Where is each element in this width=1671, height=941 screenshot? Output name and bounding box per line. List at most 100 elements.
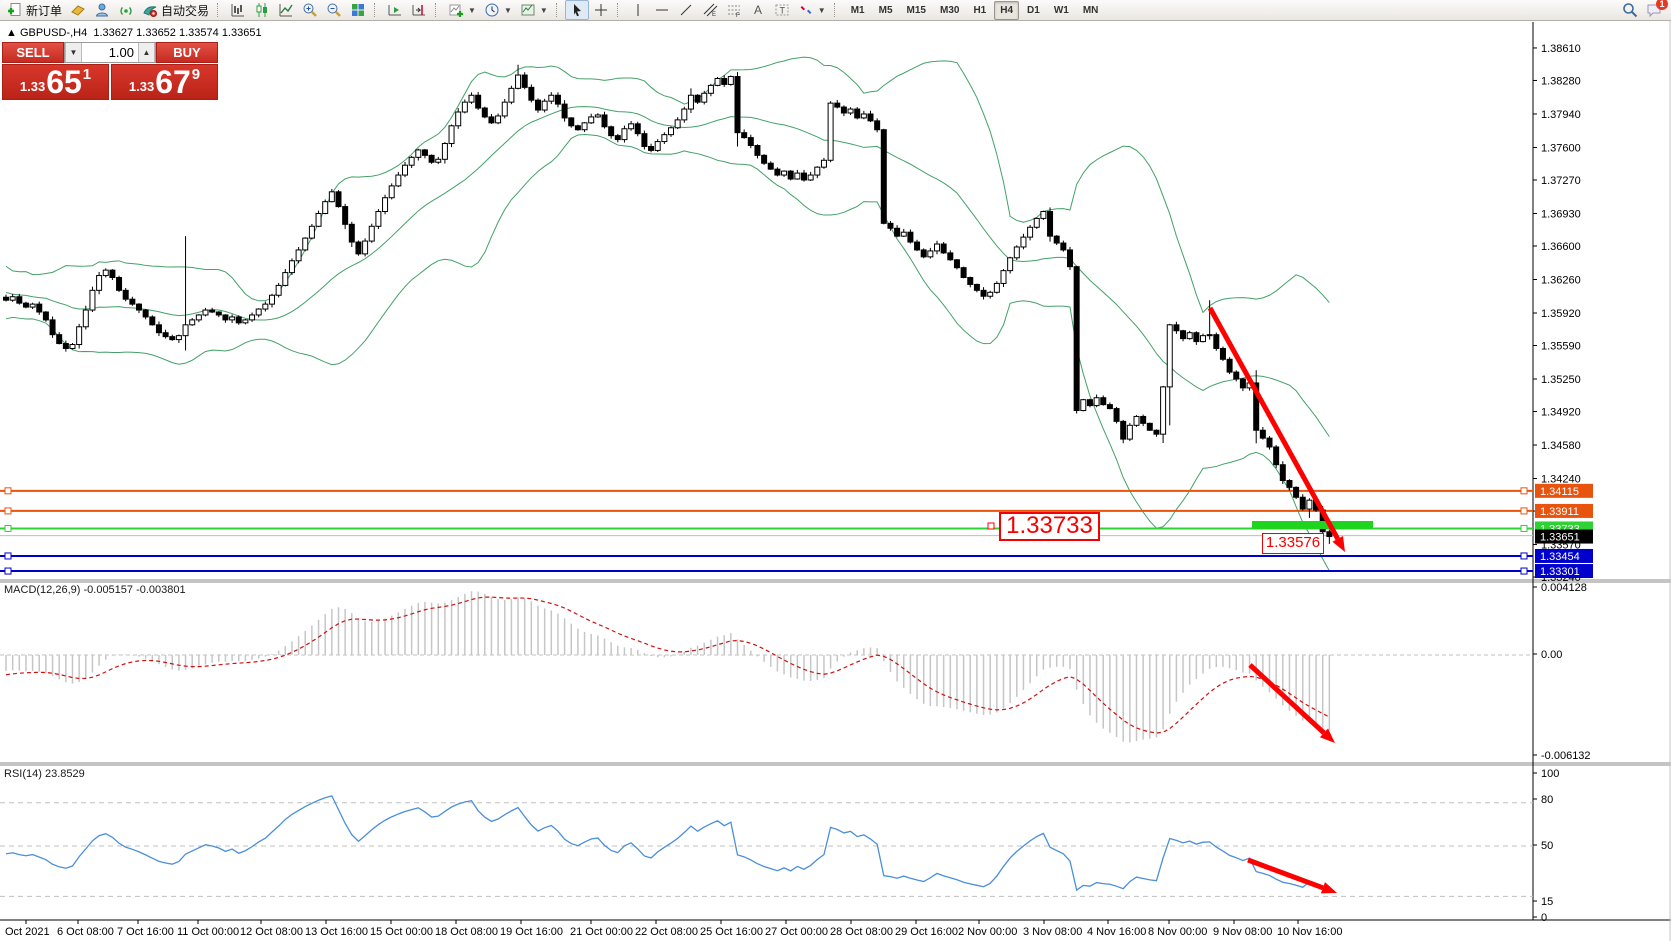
main-toolbar: 新订单 自动交易 xyxy=(0,0,1671,21)
timeframe-M5[interactable]: M5 xyxy=(878,4,893,16)
one-click-trading-widget: SELL ▼ 1.00 ▲ BUY 1.33 65 1 1.33 67 9 xyxy=(2,42,218,100)
new-order-button[interactable]: 新订单 xyxy=(3,0,66,20)
price-axis[interactable]: 1.38610 1.38280 1.37940 1.37600 1.37270 1.369… xyxy=(1533,43,1593,584)
auto-scroll-icon xyxy=(388,5,402,16)
svg-text:13 Oct 16:00: 13 Oct 16:00 xyxy=(305,926,368,938)
buy-button[interactable]: BUY xyxy=(156,42,218,63)
timeframe-H4[interactable]: H4 xyxy=(994,0,1020,20)
vertical-line-tool[interactable] xyxy=(626,0,650,20)
horizontal-line-icon xyxy=(655,9,668,11)
auto-scroll-button[interactable] xyxy=(383,0,407,20)
volume-field[interactable]: ▼ 1.00 ▲ xyxy=(64,42,156,63)
symbol-name: GBPUSD-,H4 xyxy=(19,27,88,39)
chevron-down-icon[interactable]: ▼ xyxy=(817,5,826,15)
bar-chart-icon xyxy=(231,4,245,17)
candles xyxy=(3,64,1333,544)
svg-text:50: 50 xyxy=(1541,840,1553,852)
toolbar-separator xyxy=(833,3,839,17)
ticket-icon xyxy=(71,5,85,16)
svg-text:1.33454: 1.33454 xyxy=(1540,551,1580,563)
svg-text:1.33301: 1.33301 xyxy=(1540,566,1580,578)
tile-windows-button[interactable] xyxy=(346,0,370,20)
svg-text:1.37600: 1.37600 xyxy=(1541,142,1581,154)
svg-text:1.33911: 1.33911 xyxy=(1540,506,1579,518)
zoom-in-button[interactable] xyxy=(298,0,322,20)
arrows-tool[interactable]: ▼ xyxy=(794,0,830,20)
signals-button[interactable] xyxy=(114,0,138,20)
volume-value: 1.00 xyxy=(108,45,134,60)
signals-icon xyxy=(120,7,132,15)
volume-up-button[interactable]: ▲ xyxy=(138,43,155,62)
svg-text:6 Oct 08:00: 6 Oct 08:00 xyxy=(57,926,114,938)
profile-button[interactable] xyxy=(90,0,114,20)
toolbar-separator xyxy=(555,3,561,17)
channel-tool[interactable]: E xyxy=(698,0,722,20)
notification-badge: 1 xyxy=(1656,0,1668,10)
rsi-label: RSI(14) 23.8529 xyxy=(4,768,85,780)
time-axis[interactable]: Oct 2021 6 Oct 08:00 7 Oct 16:00 11 Oct 00:… xyxy=(5,920,1342,938)
timeframe-MN[interactable]: MN xyxy=(1082,4,1099,16)
chevron-down-icon[interactable]: ▼ xyxy=(503,5,512,15)
svg-text:22 Oct 08:00: 22 Oct 08:00 xyxy=(635,926,698,938)
timeframe-H1[interactable]: H1 xyxy=(973,4,987,16)
profile-icon xyxy=(95,3,109,17)
volume-down-button[interactable]: ▼ xyxy=(65,43,82,62)
collapse-marker-icon[interactable]: ▲ xyxy=(6,27,17,39)
svg-text:15: 15 xyxy=(1541,896,1553,908)
fibonacci-tool[interactable]: F xyxy=(722,0,746,20)
periods-button[interactable]: ▼ xyxy=(480,0,516,20)
periods-icon xyxy=(485,3,499,17)
ticket-button[interactable] xyxy=(66,0,90,20)
svg-text:1.34115: 1.34115 xyxy=(1540,486,1579,498)
timeframe-W1[interactable]: W1 xyxy=(1053,4,1069,16)
toolbar-separator xyxy=(374,3,379,17)
line-chart-button[interactable] xyxy=(274,0,298,20)
arrows-icon xyxy=(800,6,812,14)
trendline-icon xyxy=(680,4,692,16)
crosshair-tool-button[interactable] xyxy=(589,0,613,20)
svg-text:1.36930: 1.36930 xyxy=(1541,208,1581,220)
timeframe-D1[interactable]: D1 xyxy=(1027,4,1040,16)
green-highlight-bar[interactable] xyxy=(1252,521,1373,529)
text-label-tool[interactable]: T xyxy=(770,0,794,20)
candlestick-chart-button[interactable] xyxy=(250,0,274,20)
bar-chart-button[interactable] xyxy=(226,0,250,20)
buy-price-panel[interactable]: 1.33 67 9 xyxy=(111,64,218,100)
cursor-tool-button[interactable] xyxy=(564,0,589,20)
crosshair-icon xyxy=(594,4,607,16)
templates-button[interactable]: ▼ xyxy=(516,0,552,20)
autotrade-button[interactable]: 自动交易 xyxy=(138,0,213,20)
price-label-box-1.33576[interactable]: 1.33576 xyxy=(1262,533,1324,554)
zoom-out-button[interactable] xyxy=(322,0,346,20)
sell-price-panel[interactable]: 1.33 65 1 xyxy=(2,64,109,100)
timeframe-M15[interactable]: M15 xyxy=(906,4,926,16)
svg-text:11 Oct 00:00: 11 Oct 00:00 xyxy=(177,926,239,938)
svg-text:3 Nov 08:00: 3 Nov 08:00 xyxy=(1023,926,1082,938)
svg-text:8 Nov 00:00: 8 Nov 00:00 xyxy=(1148,926,1207,938)
text-label-icon: T xyxy=(775,4,789,16)
svg-text:2 Nov 00:00: 2 Nov 00:00 xyxy=(958,926,1017,938)
timeframe-M30[interactable]: M30 xyxy=(939,4,960,16)
toolbar-separator xyxy=(616,3,622,17)
vertical-line-icon xyxy=(637,4,639,16)
tile-windows-icon xyxy=(352,4,365,16)
svg-text:1.36600: 1.36600 xyxy=(1541,241,1581,253)
red-trend-arrows[interactable] xyxy=(987,306,1345,894)
macd-label: MACD(12,26,9) -0.005157 -0.003801 xyxy=(4,584,186,596)
svg-text:1.36260: 1.36260 xyxy=(1541,274,1581,286)
chevron-down-icon[interactable]: ▼ xyxy=(468,5,476,15)
search-icon[interactable] xyxy=(1622,2,1638,18)
text-tool[interactable]: A xyxy=(746,0,770,20)
price-label-box-1.33733[interactable]: 1.33733 xyxy=(999,512,1100,541)
chart-shift-button[interactable] xyxy=(407,0,431,20)
svg-text:1.38280: 1.38280 xyxy=(1541,75,1581,87)
notifications-button[interactable]: 1 xyxy=(1646,0,1668,18)
indicators-button[interactable]: ▼ xyxy=(444,0,480,20)
horizontal-line-tool[interactable] xyxy=(650,0,674,20)
chevron-down-icon[interactable]: ▼ xyxy=(539,5,548,15)
sell-button[interactable]: SELL xyxy=(2,42,64,63)
templates-icon xyxy=(521,4,535,16)
timeframe-M1[interactable]: M1 xyxy=(850,4,865,16)
trendline-tool[interactable] xyxy=(674,0,698,20)
